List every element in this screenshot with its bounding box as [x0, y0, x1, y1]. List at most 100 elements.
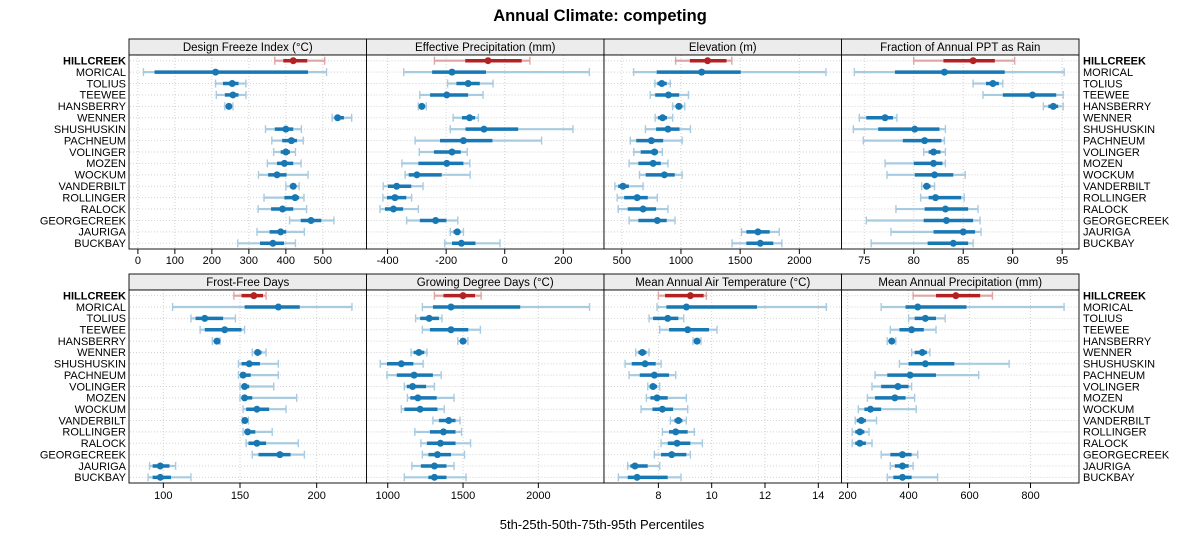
series-row-hansberry: [211, 337, 221, 346]
median-dot: [276, 451, 284, 459]
series-row-pachneum: [628, 371, 677, 380]
median-dot: [686, 292, 694, 300]
site-label-left: VANDERBILT: [59, 415, 127, 427]
site-label-left: ROLLINGER: [62, 192, 126, 204]
series-row-hansberry: [671, 102, 686, 111]
series-row-ralock: [379, 205, 420, 214]
median-dot: [457, 239, 465, 247]
x-tick-label: 2000: [526, 490, 550, 502]
series-row-pachneum: [629, 136, 683, 145]
median-dot: [156, 473, 164, 481]
site-label-left: TEEWEE: [80, 325, 126, 337]
series-row-rollinger: [242, 427, 273, 436]
median-dot: [459, 137, 467, 145]
median-dot: [619, 182, 627, 190]
x-tick-label: 14: [812, 490, 824, 502]
site-label-left: MOZEN: [86, 393, 126, 405]
chart-title: Annual Climate: competing: [493, 7, 707, 25]
site-label-left: WENNER: [77, 113, 126, 125]
panel-strip-title: Frost-Free Days: [206, 277, 289, 289]
series-row-shushuskin: [898, 359, 1010, 368]
series-row-georgecreek: [251, 450, 306, 459]
series-row-buckbay: [870, 239, 974, 248]
median-dot: [415, 348, 423, 356]
site-label-right: GEORGECREEK: [1083, 215, 1170, 227]
median-dot: [443, 159, 451, 167]
median-dot: [225, 102, 233, 110]
median-dot: [253, 405, 261, 413]
series-row-mozen: [884, 159, 947, 168]
panel-fraction-of-annual-ppt-as-rain: Fraction of Annual PPT as Rain 75 80 85 90 95: [841, 38, 1080, 267]
median-dot: [650, 371, 658, 379]
site-label-left: TOLIUS: [86, 78, 126, 90]
series-row-jauriga: [256, 227, 306, 236]
series-row-pachneum: [271, 136, 304, 145]
site-label-right: HANSBERRY: [1083, 101, 1152, 113]
median-dot: [658, 80, 666, 88]
x-tick-label: 300: [240, 255, 258, 267]
series-row-ralock: [660, 439, 704, 448]
x-tick-label: 2000: [787, 255, 811, 267]
site-label-right: RALOCK: [1083, 204, 1129, 216]
series-row-teewee: [889, 325, 937, 334]
series-row-wockum: [242, 405, 287, 414]
series-row-hillcreek: [433, 56, 531, 65]
median-dot: [633, 194, 641, 202]
site-label-right: ROLLINGER: [1083, 192, 1147, 204]
x-tick-label: 95: [1056, 255, 1068, 267]
site-label-left: PACHNEUM: [64, 135, 126, 147]
median-dot: [273, 171, 281, 179]
site-label-right: PACHNEUM: [1083, 370, 1145, 382]
median-dot: [918, 348, 926, 356]
median-dot: [250, 292, 258, 300]
x-tick-label: 200: [838, 490, 856, 502]
x-tick-label: 600: [960, 490, 978, 502]
median-dot: [1028, 91, 1036, 99]
series-row-shushuskin: [264, 125, 303, 134]
median-dot: [480, 125, 488, 133]
site-label-right: WOCKUM: [1083, 170, 1134, 182]
median-dot: [857, 417, 865, 425]
median-dot: [484, 57, 492, 65]
median-dot: [930, 148, 938, 156]
panel-growing-degree-days-c: Growing Degree Days (°C) 1000 1500 2000: [366, 273, 605, 502]
series-row-rollinger: [263, 193, 305, 202]
x-tick-label: -400: [377, 255, 399, 267]
series-row-pachneum: [414, 136, 543, 145]
x-tick-label: 1000: [669, 255, 693, 267]
median-dot: [923, 182, 931, 190]
x-tick-label: 1500: [451, 490, 475, 502]
median-dot: [289, 182, 297, 190]
series-row-teewee: [982, 90, 1064, 99]
x-tick-label: -200: [435, 255, 457, 267]
series-row-wenner: [410, 348, 428, 357]
series-row-pachneum: [386, 371, 442, 380]
median-dot: [930, 159, 938, 167]
site-label-right: WENNER: [1083, 347, 1132, 359]
median-dot: [253, 439, 261, 447]
series-row-mozen: [406, 393, 455, 402]
series-row-jauriga: [740, 227, 780, 236]
site-label-right: SHUSHUSKIN: [1083, 124, 1155, 136]
series-row-hansberry: [224, 102, 234, 111]
panel-design-freeze-index-c: Design Freeze Index (°C) 0 100 200 300 400 500: [128, 38, 367, 267]
series-row-hansberry: [1042, 102, 1064, 111]
series-row-rollinger: [382, 193, 413, 202]
median-dot: [156, 462, 164, 470]
median-dot: [908, 326, 916, 334]
median-dot: [289, 57, 297, 65]
series-row-shushuskin: [644, 125, 692, 134]
series-row-teewee: [659, 325, 718, 334]
series-row-hansberry: [457, 337, 469, 346]
series-row-volinger: [871, 382, 913, 391]
median-dot: [241, 383, 249, 390]
series-row-tolius: [972, 79, 1004, 88]
site-label-right: TOLIUS: [1083, 313, 1123, 325]
series-row-wenner: [331, 113, 353, 122]
median-dot: [430, 462, 438, 470]
median-dot: [664, 91, 672, 99]
x-tick-label: 10: [706, 490, 718, 502]
site-label-left: MOZEN: [86, 158, 126, 170]
